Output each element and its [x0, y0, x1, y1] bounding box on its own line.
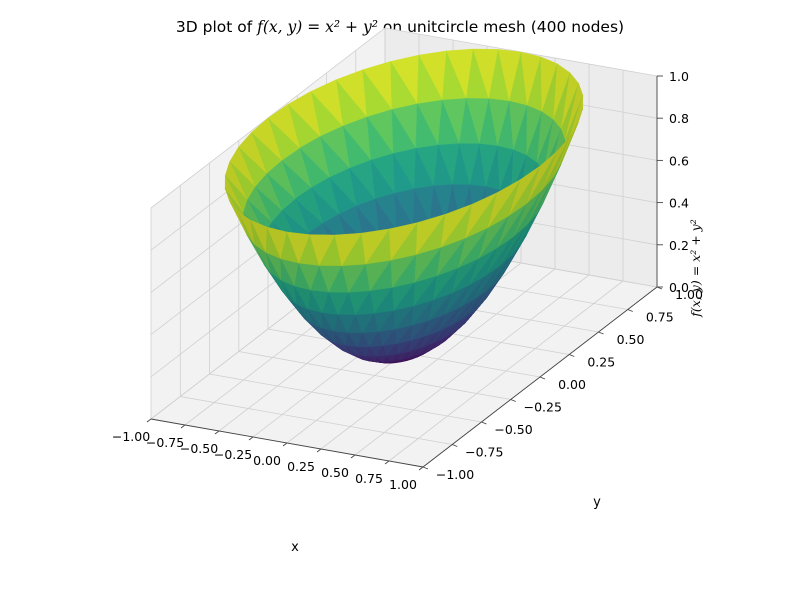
y-axis-label: y [593, 495, 601, 510]
y-tick-mark [598, 331, 604, 335]
y-tick-label: −0.75 [465, 445, 503, 460]
surface-facet [309, 234, 336, 267]
y-tick-mark [627, 309, 633, 312]
y-tick-mark [539, 376, 546, 380]
z-tick-label: 1.0 [669, 69, 689, 84]
x-tick-label: −0.75 [146, 435, 184, 450]
y-tick-mark [481, 421, 487, 425]
y-tick-mark [452, 444, 458, 447]
y-tick-label: 0.25 [587, 355, 615, 370]
x-tick-mark [282, 442, 288, 447]
z-tick-label: 0.2 [669, 238, 689, 253]
x-tick-mark [146, 418, 152, 423]
y-tick-label: −0.50 [494, 422, 532, 437]
x-tick-label: 0.75 [355, 471, 383, 486]
surface-facet [440, 203, 473, 248]
surface-facet [465, 192, 498, 239]
x-tick-mark [248, 436, 254, 441]
y-tick-label: 0.00 [558, 377, 586, 392]
chart-title-suffix: on unitcircle mesh (400 nodes) [378, 18, 624, 36]
x-tick-label: 0.50 [321, 465, 349, 480]
x-tick-mark [384, 460, 390, 465]
x-axis-label: x [291, 540, 299, 555]
x-tick-label: −0.25 [214, 447, 252, 462]
surface-facet [415, 213, 446, 256]
x-tick-label: 0.25 [287, 459, 315, 474]
x-tick-label: −0.50 [180, 441, 218, 456]
surface-facet [286, 231, 310, 264]
x-tick-mark [214, 430, 220, 435]
z-tick-label: 0.8 [669, 111, 689, 126]
y-tick-label: −0.25 [524, 400, 562, 415]
chart-title-prefix: 3D plot of [176, 18, 257, 36]
y-tick-label: 1.00 [675, 287, 703, 302]
y-tick-label: 0.75 [646, 310, 674, 325]
surface-facet [334, 232, 362, 267]
y-tick-mark [510, 399, 516, 402]
y-tick-label: 0.50 [617, 332, 645, 347]
z-tick-label: 0.0 [669, 280, 689, 295]
x-tick-mark [350, 454, 356, 459]
chart-title: 3D plot of f(x, y) = x² + y² on unitcirc… [176, 18, 624, 36]
surface-mesh [224, 48, 584, 364]
surface-facet [361, 228, 390, 265]
y-tick-label: −1.00 [436, 467, 474, 482]
x-tick-label: −1.00 [112, 429, 150, 444]
surface-facet [389, 222, 418, 261]
y-tick-mark [422, 466, 429, 470]
z-axis-label: f(x, y) = x² + y² [688, 219, 703, 317]
z-grid-line [150, 27, 658, 209]
x-tick-mark [180, 424, 186, 429]
x-tick-mark [418, 466, 424, 471]
surface-facet [487, 179, 521, 228]
chart-title-formula: f(x, y) = x² + y² [256, 18, 378, 36]
z-tick-label: 0.4 [669, 196, 689, 211]
tick-labels: −1.00−0.75−0.50−0.25 0.00 0.25 0.50 0.75 1.00… [112, 69, 703, 492]
y-tick-mark [569, 354, 575, 357]
x-tick-label: 1.00 [389, 477, 417, 492]
z-tick-label: 0.6 [669, 153, 689, 168]
x-tick-label: 0.00 [253, 453, 281, 468]
x-tick-mark [316, 448, 322, 453]
